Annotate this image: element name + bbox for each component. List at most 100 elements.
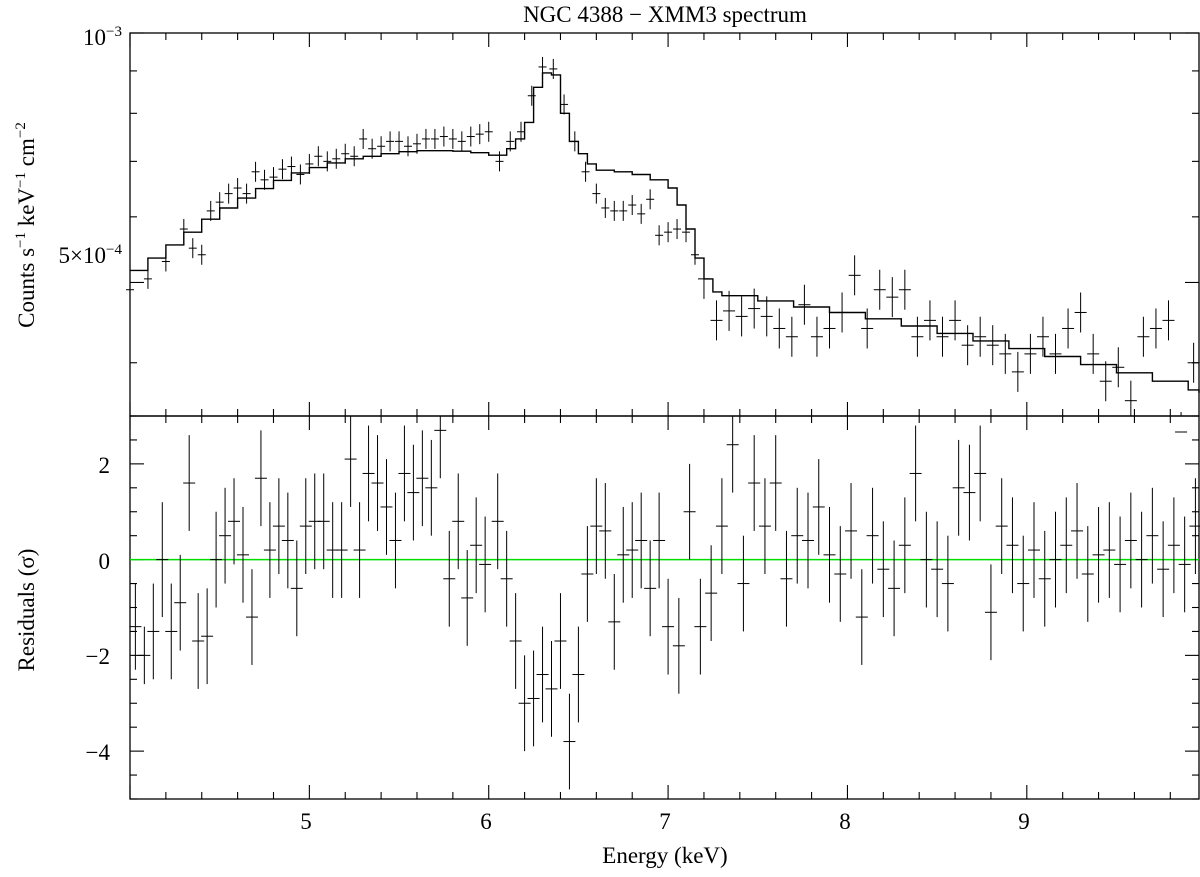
spectrum-data-point	[466, 126, 475, 147]
spectrum-data-point	[873, 269, 886, 310]
spectrum-data-point	[233, 178, 242, 199]
residual-point	[1146, 487, 1159, 584]
spectrum-data-point	[439, 126, 448, 147]
residual-point	[362, 425, 375, 522]
spectrum-data-point	[999, 333, 1012, 374]
spectrum-data-point	[673, 219, 682, 240]
spectrum-data-point	[161, 251, 170, 272]
spectrum-data-point	[506, 131, 515, 152]
residual-point	[984, 564, 997, 661]
spectrum-data-point	[1074, 292, 1087, 333]
residual-point	[299, 478, 312, 574]
residual-point	[737, 535, 750, 632]
residual-point	[174, 554, 187, 651]
spectrum-data-point	[305, 153, 314, 174]
spectrum-data-point	[1149, 308, 1162, 349]
residual-point	[236, 506, 249, 603]
residual-point	[263, 502, 276, 598]
spectrum-data-point	[823, 308, 836, 349]
residual-point	[599, 483, 612, 579]
xtick-label-8: 8	[839, 809, 851, 834]
spectrum-data-point	[886, 277, 899, 318]
residual-point	[156, 502, 169, 618]
spectrum-data-point	[260, 169, 269, 190]
residual-point	[545, 641, 558, 737]
spectrum-data-point	[911, 316, 924, 357]
residual-point	[801, 492, 814, 589]
residual-point	[1114, 516, 1127, 613]
spectrum-data-point	[296, 164, 305, 185]
spectrum-panel-frame	[129, 32, 1200, 417]
spectrum-data-point	[412, 133, 421, 154]
spectrum-data-point	[143, 268, 152, 289]
residuals-ytick-label-minus4: −4	[86, 740, 111, 765]
residual-point	[931, 521, 944, 618]
spectrum-data-point	[368, 138, 377, 159]
spectrum-data-point	[350, 146, 359, 167]
spectrum-data-point	[517, 121, 526, 142]
residuals-ytick-label-2: 2	[99, 453, 111, 478]
residual-point	[1017, 535, 1030, 632]
xtick-label-7: 7	[659, 809, 671, 834]
spectrum-data-point	[974, 316, 987, 357]
spectrum-data-point	[697, 258, 710, 299]
spectrum-data-point	[197, 244, 206, 265]
spectrum-data-point	[206, 200, 215, 221]
residual-point	[888, 540, 901, 637]
spectrum-ticks	[129, 32, 1199, 416]
spectrum-data-point	[359, 128, 368, 149]
residual-point	[281, 492, 294, 589]
spectrum-data-point	[690, 244, 699, 265]
spectrum-data-point	[484, 121, 493, 142]
residual-point	[527, 650, 540, 747]
spectrum-data-point	[323, 151, 332, 172]
spectrum-data-point	[836, 292, 849, 333]
residual-point	[210, 511, 223, 608]
residual-point	[219, 487, 232, 584]
residual-point	[228, 478, 241, 565]
residual-point	[434, 416, 447, 479]
spectrum-data-point	[560, 94, 569, 115]
residual-point	[479, 516, 492, 613]
spectrum-data-point	[610, 200, 619, 221]
spectrum-data-point	[1036, 316, 1049, 357]
residual-point	[254, 430, 267, 527]
residual-point	[1027, 502, 1040, 598]
residual-point	[452, 473, 465, 570]
residual-point	[380, 459, 393, 555]
spectrum-data-point	[278, 159, 287, 180]
residual-point	[500, 530, 513, 627]
residual-point	[823, 506, 836, 603]
residuals-panel-frame	[129, 415, 1200, 800]
spectrum-data-point	[861, 308, 874, 349]
spectrum-data-point	[655, 225, 664, 246]
residual-point	[941, 535, 954, 632]
residual-point	[1167, 497, 1180, 594]
spectrum-data-point	[1062, 308, 1075, 349]
residual-point	[898, 497, 911, 594]
xtick-label-9: 9	[1018, 809, 1030, 834]
spectrum-data-point	[1187, 342, 1200, 383]
spectrum-data-point	[314, 146, 323, 167]
spectrum-data-point	[1049, 333, 1062, 374]
residual-point	[644, 540, 657, 637]
residual-point	[877, 521, 890, 618]
residual-point	[389, 492, 402, 589]
spectrum-data-point	[179, 219, 188, 240]
spectrum-data-point	[1112, 347, 1125, 388]
residual-point	[1103, 502, 1116, 598]
residual-point	[563, 693, 576, 790]
residual-point	[1071, 483, 1084, 579]
residual-point	[129, 583, 142, 670]
spectrum-data-point	[251, 161, 260, 182]
spectrum-data-point	[386, 131, 395, 152]
residual-point	[662, 578, 675, 675]
spectrum-data-point	[188, 238, 197, 259]
residual-point	[317, 473, 330, 570]
residual-point	[1006, 497, 1019, 594]
residual-point	[518, 655, 531, 752]
residual-point	[855, 569, 868, 665]
residual-point	[791, 487, 804, 584]
residual-point	[705, 545, 718, 642]
